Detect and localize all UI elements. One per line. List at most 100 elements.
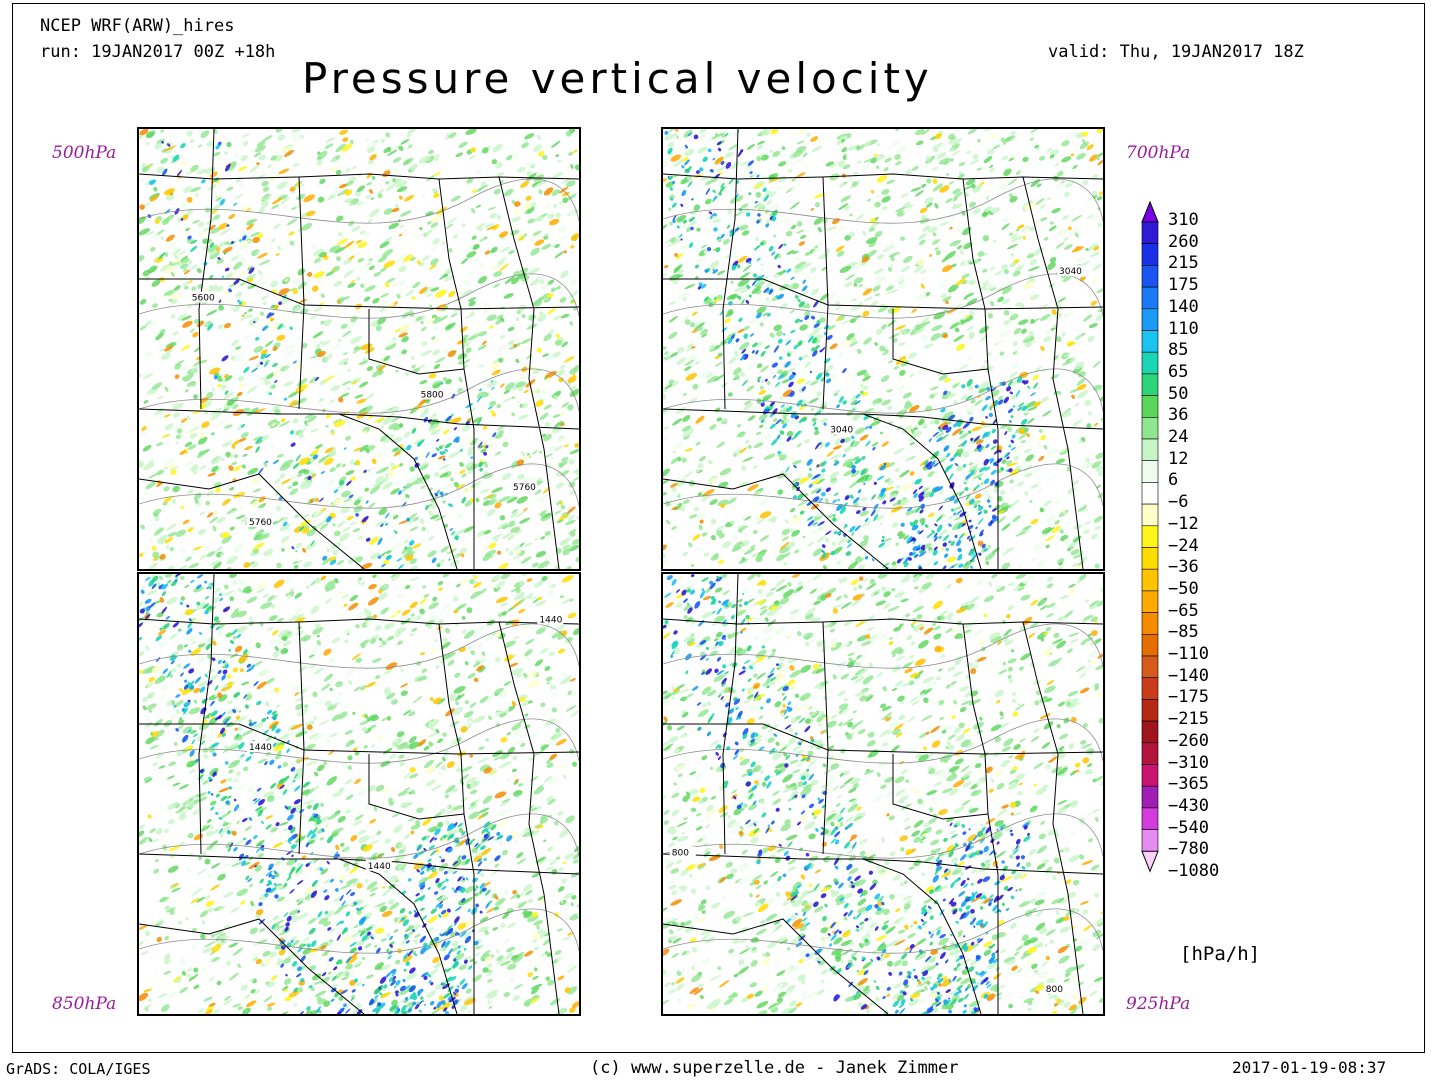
state-border	[822, 176, 829, 410]
legend-swatch	[1141, 677, 1159, 700]
contour-label-bg	[511, 480, 537, 492]
contour-label: 3040	[830, 426, 853, 436]
legend-label: 85	[1168, 340, 1189, 361]
contour-label-bg	[1057, 265, 1083, 277]
state-border	[962, 178, 999, 569]
valid-time: valid: Thu, 19JAN2017 18Z	[1048, 42, 1304, 62]
state-border	[139, 918, 365, 1014]
legend-label: 50	[1168, 383, 1189, 404]
legend-label: −6	[1168, 492, 1189, 513]
height-contour	[663, 813, 1103, 859]
state-border	[722, 574, 739, 855]
state-border	[498, 176, 560, 569]
legend-swatch	[1141, 308, 1159, 331]
legend-swatch	[1141, 699, 1159, 722]
map-panel-925hpa: 800 800	[661, 572, 1105, 1016]
legend-swatch	[1141, 829, 1159, 852]
legend-label: 12	[1168, 448, 1189, 469]
state-border	[438, 623, 475, 1014]
legend-label: −215	[1168, 709, 1209, 730]
legend-swatch	[1141, 503, 1159, 527]
state-border	[1022, 621, 1084, 1014]
state-border	[663, 278, 1103, 310]
legend-label: −780	[1168, 839, 1209, 860]
legend-label: 310	[1168, 210, 1199, 230]
legend-swatch	[1141, 221, 1159, 245]
legend-swatch	[1141, 395, 1159, 418]
contour-label-bg	[537, 613, 564, 625]
state-border	[892, 309, 989, 375]
level-label-850: 850hPa	[52, 994, 117, 1014]
legend-label: −1080	[1168, 861, 1220, 881]
legend-swatch	[1141, 785, 1159, 809]
state-border	[139, 723, 579, 755]
legend-label: −365	[1168, 774, 1209, 795]
state-border	[862, 858, 982, 1014]
height-contour	[139, 368, 579, 414]
level-label-700: 700hPa	[1126, 143, 1191, 163]
height-contour	[139, 718, 579, 764]
contour-label-bg	[247, 741, 273, 752]
contour-label-bg	[365, 859, 392, 871]
contour-label-bg	[418, 388, 445, 400]
legend-swatch	[1141, 742, 1159, 765]
state-border	[198, 129, 215, 410]
legend-label: −110	[1168, 644, 1209, 664]
legend-swatch	[1141, 633, 1159, 657]
state-border	[198, 574, 215, 855]
legend-swatch	[1141, 438, 1159, 462]
contour-label: 5760	[249, 518, 272, 528]
state-border	[139, 473, 365, 569]
height-contour	[139, 463, 579, 509]
contour-label: 1440	[539, 615, 562, 625]
legend-label: −12	[1168, 513, 1199, 534]
legend-colorbar	[1141, 200, 1159, 873]
contour-label-bg	[828, 423, 855, 435]
contour-label: 5600	[192, 294, 215, 304]
height-contour	[663, 463, 1103, 509]
state-border	[663, 473, 889, 569]
map-field: 800 800	[663, 574, 1103, 1014]
state-border	[139, 278, 579, 310]
legend-label: 215	[1168, 253, 1199, 274]
map-field: 5600 5800 5760 5760	[139, 129, 579, 569]
run-time: run: 19JAN2017 00Z +18h	[40, 42, 276, 62]
state-border	[663, 723, 1103, 755]
map-panel-500hpa: 5600 5800 5760 5760	[137, 127, 581, 571]
generation-timestamp: 2017-01-19-08:37	[1232, 1058, 1387, 1077]
legend-swatch	[1141, 265, 1159, 288]
color-legend: 310 260 215 175 140 110 85 65 50 36 24 12 6 −6 −12 −24−…	[1138, 200, 1268, 900]
contour-label: 800	[1046, 985, 1063, 995]
map-field: 3040 3040	[663, 129, 1103, 569]
legend-label: −310	[1168, 752, 1209, 773]
level-label-925: 925hPa	[1126, 994, 1191, 1014]
figure-frame	[12, 3, 1425, 1053]
contour-label: 3040	[1059, 267, 1082, 277]
model-name: NCEP WRF(ARW)_hires	[40, 16, 235, 36]
contour-label-bg	[189, 291, 216, 303]
figure-title: Pressure vertical velocity	[302, 54, 933, 103]
state-border	[298, 176, 305, 410]
legend-units: [hPa/h]	[1180, 943, 1261, 965]
height-contour	[139, 813, 579, 859]
state-border	[1022, 176, 1084, 569]
legend-swatch	[1141, 330, 1159, 353]
legend-swatch	[1141, 547, 1159, 570]
state-border	[892, 754, 989, 820]
legend-swatch	[1141, 612, 1159, 635]
state-border	[498, 621, 560, 1014]
legend-label: −260	[1168, 730, 1209, 751]
state-border	[298, 621, 305, 855]
state-border	[338, 858, 458, 1014]
level-label-500: 500hPa	[52, 143, 117, 163]
software-credit: GrADS: COLA/IGES	[6, 1060, 151, 1078]
legend-swatch	[1141, 590, 1159, 613]
height-contour	[663, 178, 1103, 224]
state-border	[438, 178, 475, 569]
legend-label: −140	[1168, 665, 1209, 686]
legend-label: 260	[1168, 231, 1199, 252]
legend-label: 65	[1168, 361, 1189, 382]
height-contour	[139, 273, 579, 319]
height-contour	[663, 908, 1103, 954]
legend-label: −50	[1168, 578, 1199, 599]
